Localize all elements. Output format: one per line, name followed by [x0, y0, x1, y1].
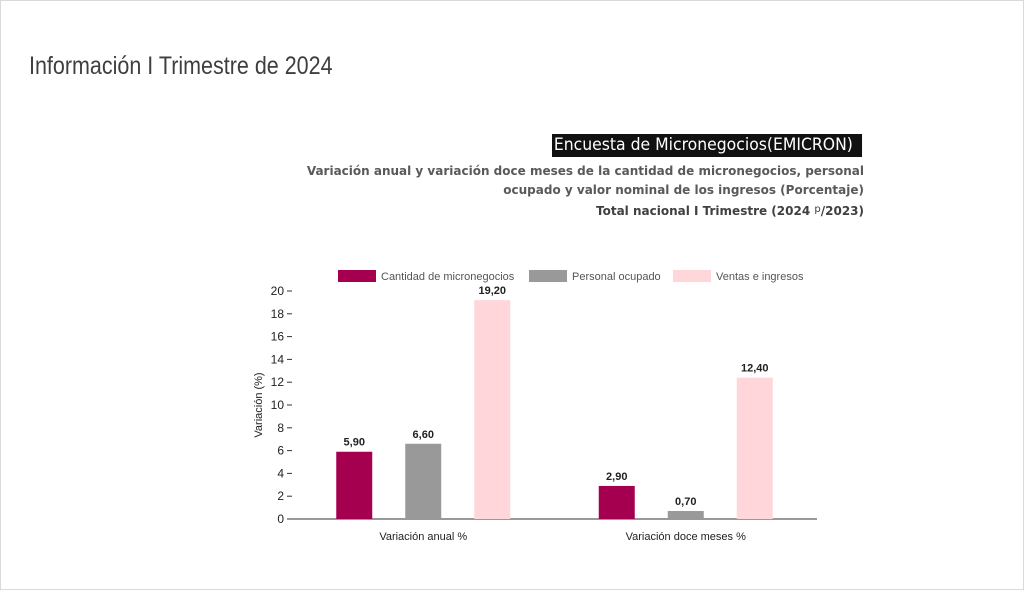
- y-tick-label-6: 12: [271, 375, 285, 389]
- subtitle-line-3-sup: p: [814, 204, 821, 215]
- y-tick-label-4: 8: [277, 421, 284, 435]
- x-category-label-1: Variación doce meses %: [626, 531, 746, 543]
- subtitle-line-3: Total nacional I Trimestre (2024 p/2023): [304, 200, 864, 221]
- y-tick-label-5: 10: [271, 398, 285, 412]
- subtitle-line-2: ocupado y valor nominal de los ingresos …: [503, 183, 864, 197]
- y-tick-label-1: 2: [277, 489, 284, 503]
- y-tick-label-3: 6: [277, 444, 284, 458]
- data-label-1-2: 12,40: [741, 363, 769, 375]
- y-tick-label-0: 0: [277, 512, 284, 526]
- legend-label-0: Cantidad de micronegocios: [381, 271, 515, 283]
- chart-heading: Encuesta de Micronegocios(EMICRON): [552, 134, 863, 157]
- y-tick-label-8: 16: [271, 330, 285, 344]
- legend-label-1: Personal ocupado: [572, 271, 661, 283]
- bar-1-1: [667, 511, 704, 519]
- x-category-label-0: Variación anual %: [379, 531, 467, 543]
- data-label-1-0: 2,90: [606, 471, 627, 483]
- bar-1-2: [736, 377, 773, 519]
- y-tick-label-2: 4: [277, 466, 284, 480]
- subtitle-line-3-prefix: Total nacional I Trimestre (2024: [596, 204, 811, 218]
- chart-subtitle: Variación anual y variación doce meses d…: [304, 162, 864, 221]
- bar-1-0: [598, 485, 635, 519]
- page-title: Información I Trimestre de 2024: [29, 52, 333, 80]
- data-label-0-1: 6,60: [413, 429, 434, 441]
- y-axis-title: Variación (%): [253, 372, 265, 437]
- bar-0-1: [405, 443, 442, 519]
- subtitle-line-1: Variación anual y variación doce meses d…: [306, 164, 864, 178]
- legend-swatch-1: [529, 270, 567, 282]
- legend-swatch-0: [338, 270, 376, 282]
- bar-0-0: [336, 451, 373, 519]
- legend-swatch-2: [673, 270, 711, 282]
- data-label-0-2: 19,20: [478, 285, 506, 297]
- data-label-1-1: 0,70: [675, 496, 696, 508]
- y-tick-label-9: 18: [271, 307, 285, 321]
- bar-0-2: [474, 300, 511, 519]
- subtitle-line-3-suffix: /2023): [820, 204, 864, 218]
- y-tick-label-10: 20: [271, 284, 285, 298]
- legend-label-2: Ventas e ingresos: [716, 271, 804, 283]
- y-tick-label-7: 14: [271, 352, 285, 366]
- data-label-0-0: 5,90: [344, 437, 365, 449]
